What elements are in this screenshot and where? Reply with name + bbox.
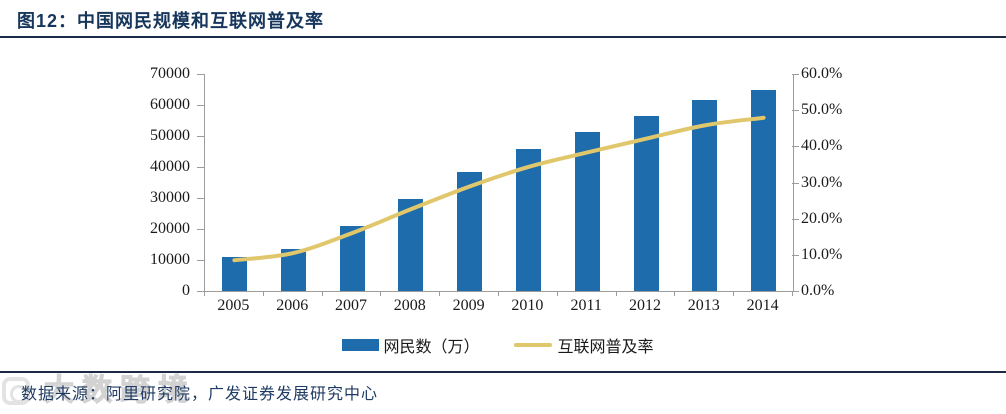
left-axis-tick-label: 30000 (150, 189, 190, 206)
x-axis-tick (733, 291, 734, 296)
x-axis-tick (380, 291, 381, 296)
watermark-logo-icon (2, 377, 30, 405)
x-axis-tick-label: 2012 (628, 297, 661, 314)
x-axis-tick (616, 291, 617, 296)
x-axis-tick-label: 2009 (452, 297, 485, 314)
right-axis-tick (792, 218, 799, 220)
right-axis-tick-label: 60.0% (801, 65, 843, 82)
watermark-text: 大数跨境 (44, 374, 196, 408)
x-axis-tick (263, 291, 264, 296)
x-axis-tick (557, 291, 558, 296)
x-axis-tick (204, 291, 205, 296)
x-axis-tick-label: 2010 (511, 297, 544, 314)
left-axis-tick-label: 40000 (150, 158, 190, 175)
left-axis-tick-label: 60000 (150, 96, 190, 113)
x-axis-tick-label: 2013 (687, 297, 720, 314)
right-axis-tick (792, 110, 799, 112)
x-axis-tick-label: 2014 (746, 297, 779, 314)
watermark: 大数跨境 (2, 374, 196, 408)
source-note: 数据来源：阿里研究院，广发证券发展研究中心 (21, 386, 379, 403)
right-axis-tick (792, 182, 799, 184)
right-axis-tick-label: 40.0% (801, 137, 843, 155)
left-axis-tick-label: 20000 (150, 220, 190, 237)
legend-bar-label: 网民数（万） (383, 339, 480, 356)
legend-line-label: 互联网普及率 (557, 339, 654, 356)
penetration-line (232, 115, 766, 263)
left-axis-tick (197, 74, 204, 75)
right-axis-tick-label: 10.0% (801, 245, 843, 263)
right-axis-tick-label: 20.0% (801, 209, 843, 227)
bar-2010 (515, 149, 541, 291)
bar-2013 (692, 99, 718, 291)
chart-legend: 网民数（万） 互联网普及率 (204, 334, 792, 356)
penetration-line-layer (232, 115, 766, 263)
left-axis-tick (197, 260, 204, 261)
right-axis-tick (792, 291, 799, 292)
right-axis-tick (792, 146, 799, 148)
x-axis-tick-label: 2005 (217, 297, 250, 314)
plot-area (204, 74, 794, 292)
right-axis-tick (792, 254, 799, 256)
footer-divider (0, 371, 1006, 373)
bar-2005 (221, 256, 247, 291)
x-axis-tick (498, 291, 499, 296)
figure-title: 图12：中国网民规模和互联网普及率 (17, 11, 325, 31)
legend-bar-swatch (342, 339, 380, 351)
left-axis-tick (197, 229, 204, 230)
x-axis-tick-label: 2008 (393, 297, 426, 314)
right-axis-tick-label: 30.0% (801, 173, 843, 191)
combo-chart: 0 10000 20000 30000 40000 50000 60000 70000 0.0%… (150, 65, 843, 356)
left-axis-tick (197, 198, 204, 199)
header-divider (0, 36, 1006, 38)
left-axis-tick (197, 105, 204, 106)
left-axis-tick (197, 291, 204, 292)
bar-2012 (633, 116, 659, 291)
x-axis-tick-label: 2011 (570, 297, 602, 314)
left-axis-tick-label: 70000 (150, 65, 190, 82)
left-axis-tick-label: 10000 (150, 251, 190, 268)
legend-line-swatch (513, 343, 552, 347)
left-axis-tick (197, 167, 204, 168)
x-axis-tick (674, 291, 675, 296)
x-axis-tick (322, 291, 323, 296)
left-axis-tick-label: 50000 (150, 127, 190, 144)
left-axis-tick-label: 0 (182, 282, 190, 299)
right-axis-tick-label: 50.0% (801, 101, 843, 119)
x-axis-tick-label: 2006 (276, 297, 309, 314)
right-axis-tick (792, 74, 799, 75)
bar-2009 (457, 171, 483, 291)
right-axis-tick-label: 0.0% (801, 282, 835, 299)
x-axis-tick (439, 291, 440, 296)
x-axis-tick-label: 2007 (334, 297, 367, 314)
left-axis-tick (197, 136, 204, 137)
x-axis-tick (792, 291, 793, 296)
bar-2011 (574, 131, 600, 291)
bar-2014 (751, 89, 777, 291)
